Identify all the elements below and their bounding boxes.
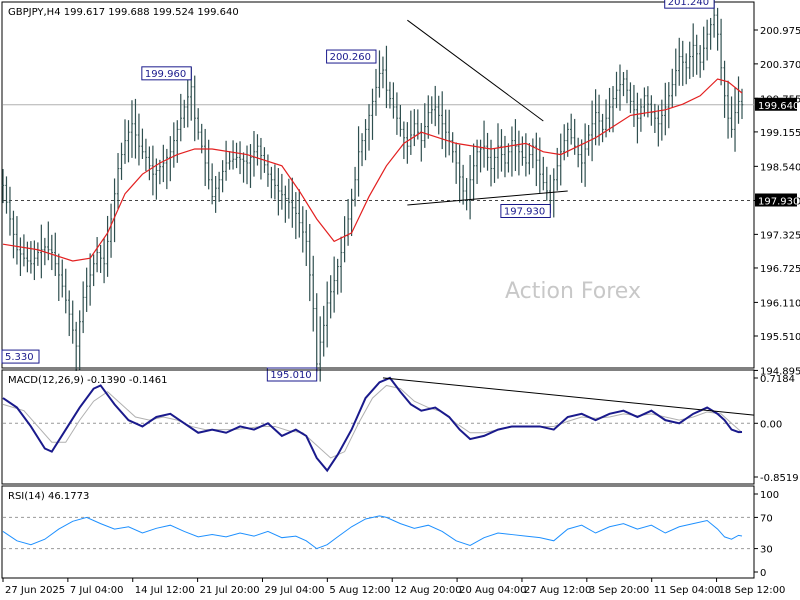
macd-y-axis: 0.7184 0.00 -0.8519	[754, 374, 799, 484]
rsi-panel: RSI(14) 46.1773 100 70 30 0	[1, 485, 779, 579]
price-trendline	[407, 19, 544, 122]
price-y-tick-label: 196.725	[760, 264, 800, 275]
price-annotation-box	[1, 349, 40, 364]
price-annotation-box	[326, 49, 377, 64]
current-price-label-box	[755, 97, 797, 111]
rsi-y-tick-label: 100	[760, 490, 779, 501]
price-y-tick-label: 200.370	[760, 60, 800, 71]
rsi-levels	[3, 516, 754, 550]
price-annotation-box	[500, 203, 551, 218]
x-tick-label: 18 Sep 12:00	[719, 585, 786, 596]
x-tick-label: 27 Aug 12:00	[524, 585, 591, 596]
rsi-y-tick-label: 0	[760, 568, 766, 579]
macd-lines	[2, 376, 755, 473]
price-y-tick-label: 199.155	[760, 128, 800, 139]
price-panel-title: GBPJPY,H4 199.617 199.688 199.524 199.64…	[8, 7, 239, 18]
x-tick-label: 14 Jul 12:00	[135, 585, 195, 596]
price-y-tick-label: 196.110	[760, 298, 800, 309]
x-tick-label: 20 Aug 04:00	[459, 585, 526, 596]
price-annotation-box	[141, 66, 192, 81]
rsi-panel-frame	[1, 485, 755, 579]
price-y-tick-label: 200.975	[760, 26, 800, 37]
rsi-y-tick-label: 30	[760, 545, 773, 556]
x-tick-label: 11 Sep 04:00	[654, 585, 721, 596]
macd-panel-title: MACD(12,26,9) -0.1390 -0.1461	[8, 375, 168, 386]
macd-y-tick-label: 0.7184	[760, 374, 795, 385]
price-annotation-label: 197.930	[504, 206, 545, 217]
support-price-label-box	[755, 193, 797, 207]
macd-signal-line	[2, 384, 743, 459]
support-price-label: 197.930	[758, 196, 799, 207]
price-annotation-label: 201.240	[668, 0, 709, 8]
macd-trendline	[382, 377, 755, 416]
x-tick-label: 27 Jun 2025	[5, 585, 65, 596]
price-y-tick-label: 198.540	[760, 162, 800, 173]
rsi-y-axis: 100 70 30 0	[754, 490, 779, 579]
moving-average	[2, 78, 743, 262]
x-tick-label: 7 Jul 04:00	[70, 585, 124, 596]
price-annotations: 199.960 200.260 201.240 197.930 195.010 5.330	[1, 0, 715, 382]
x-tick-label: 12 Aug 20:00	[394, 585, 461, 596]
macd-y-tick-label: -0.8519	[760, 473, 799, 484]
rsi-y-tick-label: 70	[760, 513, 773, 524]
macd-panel: MACD(12,26,9) -0.1390 -0.1461 0.7184 0.00…	[1, 369, 799, 485]
price-annotation-label: 195.010	[270, 370, 311, 381]
x-tick-label: 5 Aug 12:00	[329, 585, 390, 596]
price-y-tick-label: 194.895	[760, 366, 800, 377]
macd-main-line	[2, 376, 743, 473]
rsi-series-line	[2, 515, 743, 550]
price-gridlines	[3, 104, 754, 201]
price-y-tick-label: 197.325	[760, 230, 800, 241]
price-trendlines	[407, 19, 568, 206]
time-axis: 27 Jun 2025 7 Jul 04:00 14 Jul 12:00 21 Jul…	[2, 578, 786, 596]
rsi-panel-title: RSI(14) 46.1773	[8, 491, 89, 502]
macd-y-tick-label: 0.00	[760, 419, 782, 430]
price-annotation-label: 5.330	[5, 352, 34, 363]
price-y-tick-label: 195.510	[760, 332, 800, 343]
price-annotation-label: 200.260	[330, 52, 371, 63]
price-annotation-box	[266, 367, 318, 382]
watermark: Action Forex	[505, 279, 641, 304]
moving-average-line	[2, 78, 743, 262]
price-annotation-label: 199.960	[145, 69, 186, 80]
x-tick-label: 21 Jul 20:00	[200, 585, 260, 596]
price-y-axis: 200.975200.370199.755199.155198.540197.9…	[754, 26, 800, 377]
x-tick-label: 3 Sep 20:00	[589, 585, 649, 596]
rsi-line	[2, 515, 743, 550]
price-annotation-box	[664, 0, 715, 9]
current-price-label: 199.640	[758, 101, 799, 112]
price-trendline	[407, 190, 568, 206]
price-panel: Action Forex 199.960 200.260 201.240 197.93…	[1, 0, 800, 382]
macd-panel-frame	[1, 369, 755, 485]
x-tick-label: 29 Jul 04:00	[264, 585, 324, 596]
